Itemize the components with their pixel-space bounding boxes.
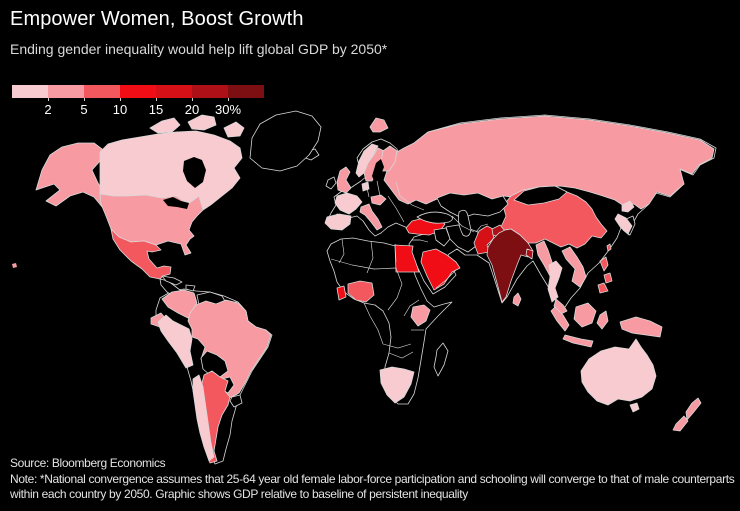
country-peru [157, 314, 194, 369]
legend-tick [156, 98, 157, 101]
country-black-sea [416, 211, 453, 224]
country-hawaii [12, 263, 17, 268]
legend-swatch-3 [84, 85, 120, 98]
legend-tick-label: 15 [148, 102, 164, 117]
country-india [486, 228, 534, 303]
country-arctic-islands [149, 114, 245, 138]
country-brazil [187, 299, 272, 400]
country-uruguay [229, 394, 243, 408]
legend-labels: 2 5 10 15 20 30% [12, 101, 264, 117]
country-hudson-bay [183, 157, 206, 188]
page-subtitle: Ending gender inequality would help lift… [10, 41, 388, 57]
country-ireland [325, 176, 337, 190]
note-line: Note: *National convergence assumes that… [10, 471, 735, 502]
country-egypt [394, 244, 420, 273]
country-denmark [361, 181, 370, 192]
inner-border-line [412, 239, 429, 243]
inner-border-line [330, 258, 397, 270]
inner-border-line [394, 243, 397, 263]
country-new-guinea [619, 316, 663, 338]
country-bangladesh [525, 248, 534, 260]
country-france [334, 192, 363, 215]
country-malaysia [553, 298, 568, 315]
inner-border-line [376, 180, 381, 197]
inner-border-line [387, 267, 403, 311]
country-south-africa [379, 366, 415, 404]
inner-border-line [382, 343, 412, 349]
country-indonesia [550, 302, 609, 348]
inner-border-line [435, 269, 457, 289]
country-saudi-arabia [420, 248, 461, 291]
legend-tick-label: 10 [112, 102, 128, 117]
legend-tick [48, 98, 49, 101]
country-baltic-sea [372, 159, 384, 183]
country-taiwan [606, 243, 612, 252]
inner-border-line [403, 299, 420, 317]
legend-tick-label: 5 [80, 102, 88, 117]
country-austria-hungary [370, 194, 387, 206]
country-nigeria [347, 280, 375, 303]
country-iraq [433, 227, 451, 247]
country-kazakhstan [436, 192, 509, 219]
country-vietnam [561, 246, 587, 288]
country-iberia [324, 213, 352, 231]
country-bolivia [200, 350, 229, 378]
legend-color-bar [12, 85, 264, 98]
legend-swatch-4 [120, 85, 156, 98]
inner-border-line [387, 195, 405, 223]
country-norway [355, 143, 379, 178]
country-philippines [597, 256, 613, 294]
country-madagascar [433, 342, 449, 377]
footer: Source: Bloomberg Economics Note: *Natio… [10, 456, 736, 503]
legend-swatch-2 [48, 85, 84, 98]
inner-border-line [475, 223, 489, 233]
legend-swatch-5 [156, 85, 192, 98]
country-caspian-sea [458, 209, 472, 237]
inner-border-line [338, 238, 345, 264]
country-svalbard [369, 117, 389, 133]
inner-border-line [395, 181, 425, 211]
country-tasmania [629, 402, 640, 413]
country-mexico [110, 228, 172, 280]
legend-ticks [12, 98, 264, 101]
country-japan [614, 200, 635, 235]
legend-tick-label: 30% [214, 102, 242, 117]
legend-swatch-6 [192, 85, 228, 98]
page-title: Empower Women, Boost Growth [10, 8, 304, 30]
country-italy [359, 203, 383, 231]
country-hispaniola [185, 284, 196, 292]
country-ghana [336, 285, 347, 301]
inner-border-line [365, 182, 370, 198]
country-thailand [547, 260, 563, 303]
country-uk [336, 166, 352, 194]
legend-tick [228, 98, 229, 101]
country-chile [192, 374, 215, 462]
legend-tick-label: 2 [44, 102, 52, 117]
legend-swatch-7 [228, 85, 264, 98]
source-line: Source: Bloomberg Economics [10, 456, 166, 470]
country-alaska [35, 142, 111, 209]
legend-tick [120, 98, 121, 101]
country-great-lakes [163, 197, 189, 209]
country-greenland [249, 110, 322, 172]
legend-tick-label: 20 [184, 102, 200, 117]
country-sri-lanka [512, 292, 522, 307]
legend-tick [192, 98, 193, 101]
inner-border-line [363, 302, 384, 345]
legend-tick [84, 98, 85, 101]
country-new-zealand [672, 397, 702, 432]
country-cuba [161, 275, 183, 286]
country-australia [580, 338, 657, 406]
header: Empower Women, Boost Growth Ending gende… [10, 8, 387, 57]
legend-swatch-1 [12, 85, 48, 98]
inner-border-line [388, 351, 414, 359]
inner-border-line [451, 215, 475, 233]
country-mongolia [513, 185, 568, 206]
country-finland [380, 145, 398, 172]
country-kenya [410, 304, 431, 327]
legend: 2 5 10 15 20 30% [12, 85, 264, 117]
